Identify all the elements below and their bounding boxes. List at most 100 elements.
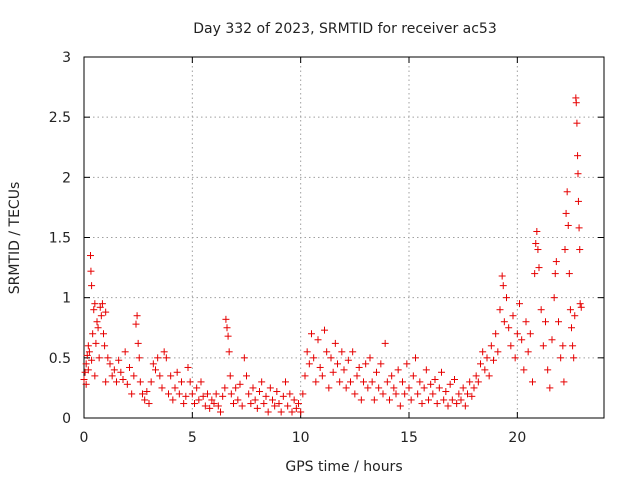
- data-point: [325, 384, 333, 392]
- data-point: [258, 378, 266, 386]
- data-point: [310, 354, 318, 362]
- data-point: [416, 378, 424, 386]
- data-point: [100, 330, 107, 338]
- data-point: [344, 356, 352, 364]
- data-point: [212, 390, 220, 398]
- data-point: [534, 246, 542, 254]
- data-point: [225, 348, 233, 356]
- data-point: [574, 152, 582, 160]
- data-point: [223, 324, 231, 332]
- data-point: [139, 390, 146, 398]
- data-point: [90, 306, 98, 314]
- data-point: [130, 372, 138, 380]
- data-point: [193, 384, 201, 392]
- data-point: [442, 388, 450, 396]
- data-point: [232, 384, 240, 392]
- data-point: [566, 306, 574, 314]
- data-point: [204, 390, 211, 398]
- data-point: [251, 396, 259, 404]
- data-point: [470, 384, 478, 392]
- data-point: [188, 390, 196, 398]
- data-point: [564, 221, 572, 229]
- data-point: [262, 392, 270, 400]
- data-point: [115, 356, 123, 364]
- data-point: [455, 390, 463, 398]
- data-point: [559, 342, 567, 350]
- x-tick-label: 15: [400, 430, 418, 446]
- data-point: [132, 320, 140, 328]
- data-point: [108, 372, 116, 380]
- data-point: [353, 372, 361, 380]
- data-point: [104, 354, 112, 362]
- data-point: [160, 348, 168, 356]
- data-point: [490, 356, 497, 364]
- data-point: [113, 378, 120, 386]
- data-point: [91, 300, 99, 308]
- data-point: [141, 396, 149, 404]
- data-point: [102, 378, 110, 386]
- data-point: [94, 324, 102, 332]
- data-point: [453, 400, 461, 408]
- data-point: [292, 404, 300, 412]
- data-point: [431, 375, 439, 383]
- y-tick-label: 1.5: [49, 231, 71, 247]
- data-point: [548, 336, 556, 344]
- data-points: [80, 94, 585, 416]
- data-point: [383, 378, 391, 386]
- data-point: [149, 360, 157, 368]
- data-point: [555, 318, 562, 326]
- data-point: [468, 392, 476, 400]
- data-point: [249, 384, 257, 392]
- data-point: [85, 348, 93, 356]
- data-point: [474, 378, 482, 386]
- data-point: [362, 360, 370, 368]
- data-point: [273, 388, 281, 396]
- data-point: [390, 384, 398, 392]
- data-point: [560, 378, 568, 386]
- data-point: [219, 392, 227, 400]
- data-point: [570, 354, 578, 362]
- data-point: [91, 372, 99, 380]
- data-point: [574, 197, 582, 205]
- data-point: [427, 380, 435, 388]
- data-point: [496, 306, 504, 314]
- data-point: [448, 396, 456, 404]
- data-point: [574, 170, 582, 178]
- data-point: [342, 384, 350, 392]
- x-tick-label: 0: [80, 430, 89, 446]
- data-point: [472, 372, 480, 380]
- data-point: [171, 384, 179, 392]
- data-point: [295, 400, 302, 408]
- data-point: [451, 375, 458, 383]
- data-point: [370, 396, 378, 404]
- data-point: [234, 396, 242, 404]
- y-tick-label: 2: [62, 170, 71, 186]
- data-point: [186, 378, 194, 386]
- data-point: [182, 392, 190, 400]
- data-point: [565, 270, 573, 278]
- data-point: [503, 294, 510, 302]
- data-point: [82, 380, 90, 388]
- data-point: [329, 368, 337, 376]
- data-point: [201, 402, 209, 410]
- data-point: [405, 384, 413, 392]
- data-point: [399, 378, 406, 386]
- data-point: [349, 348, 357, 356]
- data-point: [401, 390, 409, 398]
- data-point: [238, 402, 246, 410]
- data-point: [180, 400, 188, 408]
- data-point: [282, 378, 289, 386]
- data-point: [264, 408, 272, 416]
- data-point: [513, 330, 521, 338]
- data-point: [520, 366, 528, 374]
- data-point: [95, 354, 103, 362]
- data-point: [303, 348, 311, 356]
- data-point: [562, 209, 570, 217]
- x-tick-label: 10: [292, 430, 310, 446]
- x-tick-label: 5: [188, 430, 197, 446]
- data-point: [126, 363, 133, 371]
- data-point: [388, 372, 396, 380]
- data-point: [253, 404, 261, 412]
- data-point: [87, 267, 95, 275]
- data-point: [414, 390, 422, 398]
